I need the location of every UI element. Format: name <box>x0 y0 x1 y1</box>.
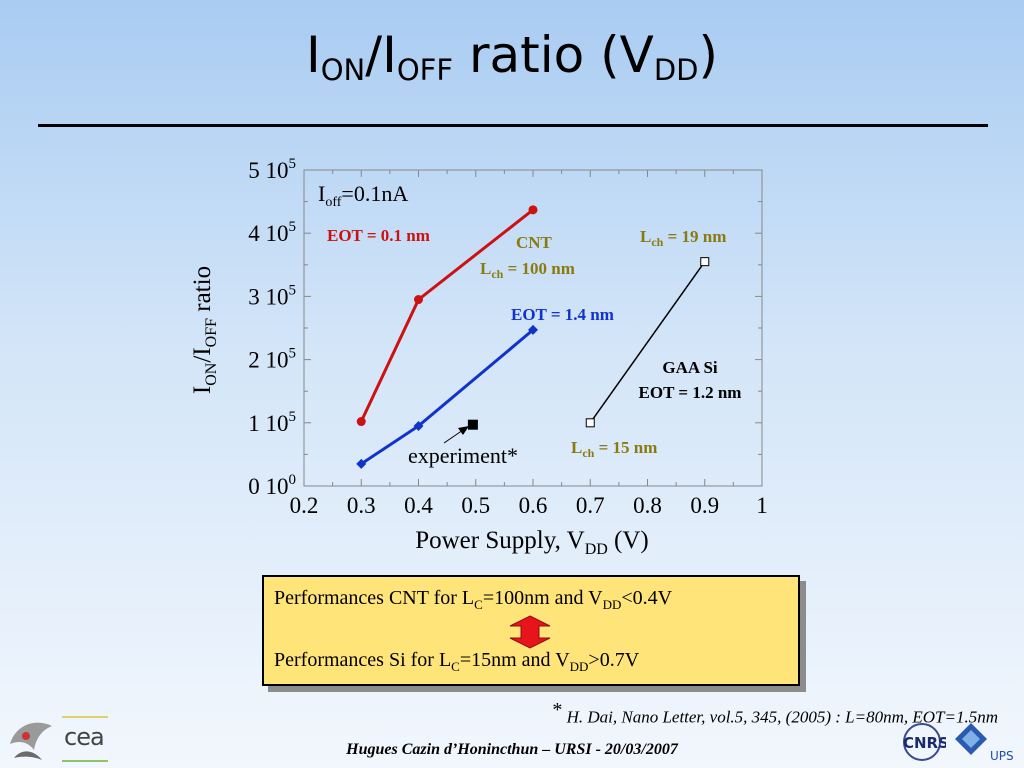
eot-1.4-label: EOT = 1.4 nm <box>511 305 614 324</box>
performance-info-box: Performances CNT for LC=100nm and VDD<0.… <box>262 575 800 686</box>
reference-star: * <box>552 699 563 721</box>
y-tick-label: 0 100 <box>248 472 296 499</box>
ion-ioff-chart: 0.2 0.3 0.4 0.5 0.6 0.7 0.8 0.9 1 0 100 1 105 2 10… <box>189 156 768 558</box>
x-tick-label: 1 <box>756 493 768 518</box>
y-tick-label: 2 105 <box>248 346 296 373</box>
title-sub-dd: DD <box>653 53 699 87</box>
x-tick-label: 0.5 <box>461 493 490 518</box>
cea-top-bar <box>62 716 108 718</box>
text-sub: C <box>451 659 460 674</box>
lch-15-label: Lch = 15 nm <box>571 438 657 460</box>
text-part: >0.7V <box>588 649 640 671</box>
text-part: <0.4V <box>621 587 673 609</box>
leti-logo-icon <box>10 722 52 760</box>
x-tick-label: 0.9 <box>690 493 719 518</box>
point-eot-1-4-nm <box>528 324 538 335</box>
svg-text:CNRS: CNRS <box>903 734 946 752</box>
text-part: Performances CNT for L <box>274 587 475 609</box>
author-footer: Hugues Cazin d’Honincthun – URSI - 20/03… <box>346 741 678 758</box>
lch-19-label: Lch = 19 nm <box>640 227 726 249</box>
ups-logo-text: UPS <box>990 749 1014 763</box>
x-tick-label: 0.3 <box>347 493 376 518</box>
gaa-si-label: GAA Si <box>662 358 718 377</box>
point-gaa-si <box>585 418 595 428</box>
experiment-label: experiment* <box>408 443 518 468</box>
y-tick-label: 1 105 <box>248 409 296 436</box>
ups-logo-icon <box>955 723 987 755</box>
axis-ticks <box>303 169 763 487</box>
cea-bottom-bar <box>62 760 108 762</box>
text-part: Performances Si for L <box>274 649 452 671</box>
point-eot-0-1-nm <box>528 205 538 215</box>
y-tick-label: 5 105 <box>248 156 296 183</box>
point-eot-1-4-nm <box>413 420 424 431</box>
point-eot-0-1-nm <box>356 417 366 427</box>
title-divider <box>38 124 988 127</box>
lch-100-label: Lch = 100 nm <box>480 259 575 281</box>
title-part: /I <box>365 26 397 84</box>
reference-text: H. Dai, Nano Letter, vol.5, 345, (2005) … <box>562 707 998 727</box>
cnt-performance-text: Performances CNT for LC=100nm and VDD<0.… <box>274 587 672 613</box>
x-tick-label: 0.4 <box>404 493 433 518</box>
x-tick-labels: 0.2 0.3 0.4 0.5 0.6 0.7 0.8 0.9 1 <box>290 493 768 518</box>
y-axis-title: ION/IOFF ratio <box>189 266 220 394</box>
slide-title: ION/IOFF ratio (VDD) <box>0 30 1024 85</box>
experiment-arrowhead-icon <box>458 426 469 435</box>
cea-logo: cea <box>64 723 105 751</box>
y-tick-label: 3 105 <box>248 282 296 309</box>
text-sub: C <box>474 597 483 612</box>
series-line-gaa-si <box>589 261 706 424</box>
point-experiment <box>467 419 478 430</box>
x-tick-label: 0.7 <box>576 493 605 518</box>
ioff-annotation: Ioff=0.1nA <box>318 181 408 210</box>
reference-citation: * H. Dai, Nano Letter, vol.5, 345, (2005… <box>552 699 998 728</box>
point-eot-0-1-nm <box>414 295 423 305</box>
title-part: I <box>305 26 321 84</box>
si-performance-text: Performances Si for LC=15nm and VDD>0.7V <box>274 649 639 675</box>
eot-1.2-label: EOT = 1.2 nm <box>639 383 742 402</box>
eot-0.1-label: EOT = 0.1 nm <box>327 226 430 245</box>
point-eot-1-4-nm <box>356 458 367 469</box>
cnrs-logo-icon: CNRS <box>903 723 946 761</box>
title-sub-off: OFF <box>396 53 454 87</box>
text-sub: DD <box>569 659 589 674</box>
x-tick-label: 0.8 <box>633 493 662 518</box>
title-sub-on: ON <box>320 53 366 87</box>
title-part: ratio (V <box>453 26 654 84</box>
cnt-label: CNT <box>516 233 553 252</box>
x-tick-label: 0.2 <box>290 493 319 518</box>
text-sub: DD <box>602 597 622 612</box>
title-part: ) <box>698 26 719 84</box>
point-gaa-si <box>700 257 710 267</box>
y-tick-label: 4 105 <box>248 219 296 246</box>
double-arrow-icon <box>509 615 551 649</box>
x-tick-label: 0.6 <box>519 493 548 518</box>
text-part: =100nm and V <box>482 587 603 609</box>
text-part: =15nm and V <box>459 649 570 671</box>
series-markers <box>356 205 710 469</box>
x-axis-title: Power Supply, VDD (V) <box>415 527 649 558</box>
y-tick-labels: 0 100 1 105 2 105 3 105 4 105 5 105 <box>248 156 296 499</box>
